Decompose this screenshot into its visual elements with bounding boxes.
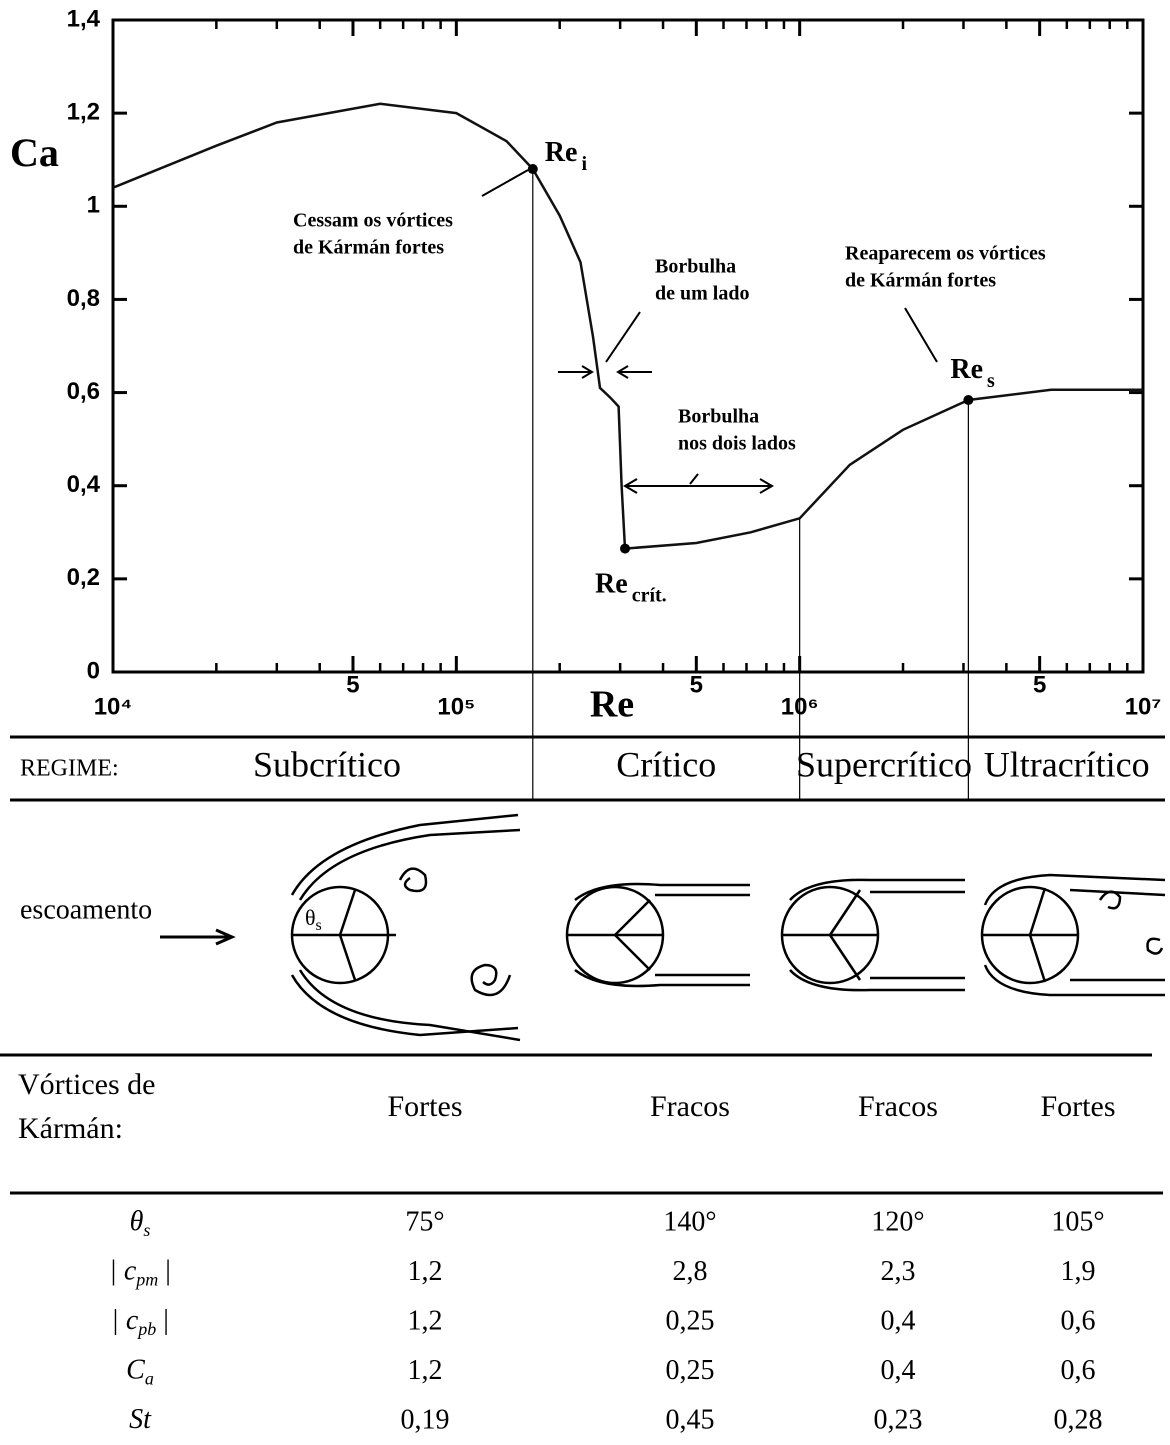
y-tick-label: 1	[87, 192, 100, 219]
row-header-sub: s	[143, 1220, 150, 1240]
row-cell: 1,2	[408, 1256, 443, 1287]
vortex-cell: Fortes	[388, 1090, 463, 1123]
annotation: Reaparecem os vórtices	[845, 243, 1046, 265]
curve	[112, 102, 1143, 550]
row-cell: 2,3	[881, 1256, 916, 1287]
point-label-sub: s	[987, 370, 995, 392]
plot-frame	[111, 18, 1145, 674]
regime-name: Subcrítico	[253, 744, 401, 784]
row-header-end: |	[158, 1256, 171, 1287]
point-marker	[527, 164, 538, 175]
row-cell: 0,6	[1061, 1355, 1096, 1386]
y-tick-label: 1,4	[67, 5, 101, 32]
y-tick-label: 0,2	[67, 564, 100, 591]
x-axis-label: Re	[590, 684, 634, 726]
row-cell: 75°	[405, 1206, 444, 1237]
annotation: Borbulha	[678, 406, 759, 428]
angle-main: θ	[305, 905, 316, 930]
row-header-main: C	[126, 1355, 145, 1386]
y-tick-label: 0,8	[67, 285, 100, 312]
row-cell: 140°	[663, 1206, 716, 1237]
regime-label: REGIME:	[20, 756, 119, 782]
row-header-sub: pb	[136, 1319, 156, 1339]
vortex-label: Vórtices de	[18, 1068, 155, 1101]
row-cell: 0,4	[881, 1355, 916, 1386]
y-tick-label: 0,4	[67, 471, 101, 498]
row-cell: 0,23	[874, 1404, 923, 1435]
row-header-main: | c	[109, 1256, 137, 1287]
angle-label: θs	[305, 905, 322, 934]
flow-sketches	[290, 813, 1166, 1042]
row-header: St	[129, 1404, 152, 1435]
angle-sub: s	[316, 917, 322, 934]
annotation: Borbulha	[655, 256, 736, 278]
annotation: Cessam os vórtices	[293, 210, 453, 232]
row-cell: 0,28	[1054, 1404, 1103, 1435]
row-cell: 0,25	[666, 1305, 715, 1336]
x-tick-label: 10⁷	[1125, 693, 1162, 720]
row-cell: 120°	[871, 1206, 924, 1237]
annotation: nos dois lados	[678, 433, 796, 455]
vortex-label: Kármán:	[18, 1112, 123, 1145]
point-label: Re i	[545, 137, 588, 174]
row-header: Ca	[126, 1355, 154, 1389]
row-header-sub: pm	[134, 1270, 158, 1290]
y-tick-label: 0,6	[67, 378, 100, 405]
y-tick-label: 1,2	[67, 98, 100, 125]
vortex-cell: Fracos	[858, 1090, 938, 1123]
row-header-sub: a	[145, 1369, 154, 1389]
regime-name: Crítico	[616, 744, 716, 784]
point-label: Re s	[950, 354, 995, 391]
row-cell: 0,25	[666, 1355, 715, 1386]
annotation: de um lado	[655, 283, 749, 305]
point-label-sub: crít.	[632, 584, 667, 606]
row-cell: 1,9	[1061, 1256, 1096, 1287]
row-header: θs	[130, 1206, 151, 1240]
y-tick-label: 0	[87, 657, 100, 684]
row-header-main: | c	[111, 1305, 139, 1336]
x-tick-label: 5	[1033, 671, 1046, 698]
row-header-main: St	[129, 1404, 152, 1435]
row-cell: 2,8	[673, 1256, 708, 1287]
point-label-main: Re	[950, 354, 983, 385]
row-cell: 0,4	[881, 1305, 916, 1336]
flow-label: escoamento	[20, 894, 152, 925]
x-tick-label: 10⁴	[94, 693, 133, 720]
annotation: de Kármán fortes	[293, 237, 444, 259]
flow-arrow	[160, 928, 236, 946]
row-cell: 1,2	[408, 1355, 443, 1386]
vortex-cell: Fortes	[1041, 1090, 1116, 1123]
x-tick-label: 10⁵	[437, 693, 475, 720]
point-label-sub: i	[581, 153, 587, 175]
x-tick-label: 5	[346, 671, 359, 698]
row-header-main: θ	[130, 1206, 144, 1237]
row-header-end: |	[156, 1305, 169, 1336]
regime-name: Ultracrítico	[984, 744, 1150, 784]
annotation: de Kármán fortes	[845, 270, 996, 292]
point-label-main: Re	[545, 137, 578, 168]
row-cell: 105°	[1051, 1206, 1104, 1237]
row-cell: 0,6	[1061, 1305, 1096, 1336]
regime-name: Supercrítico	[796, 744, 972, 784]
x-tick-label: 5	[690, 671, 703, 698]
row-cell: 0,45	[666, 1404, 715, 1435]
point-label-main: Re	[595, 569, 628, 600]
vortex-cell: Fracos	[650, 1090, 730, 1123]
row-header: | cpb |	[111, 1305, 169, 1339]
row-header: | cpm |	[109, 1256, 171, 1290]
table-rules	[0, 735, 1165, 1195]
row-cell: 1,2	[408, 1305, 443, 1336]
point-marker	[620, 543, 631, 554]
row-cell: 0,19	[401, 1404, 450, 1435]
point-label: Re crít.	[595, 569, 667, 606]
y-axis-label: Ca	[10, 130, 59, 175]
point-marker	[963, 395, 974, 406]
annotation-pointers	[481, 169, 938, 494]
